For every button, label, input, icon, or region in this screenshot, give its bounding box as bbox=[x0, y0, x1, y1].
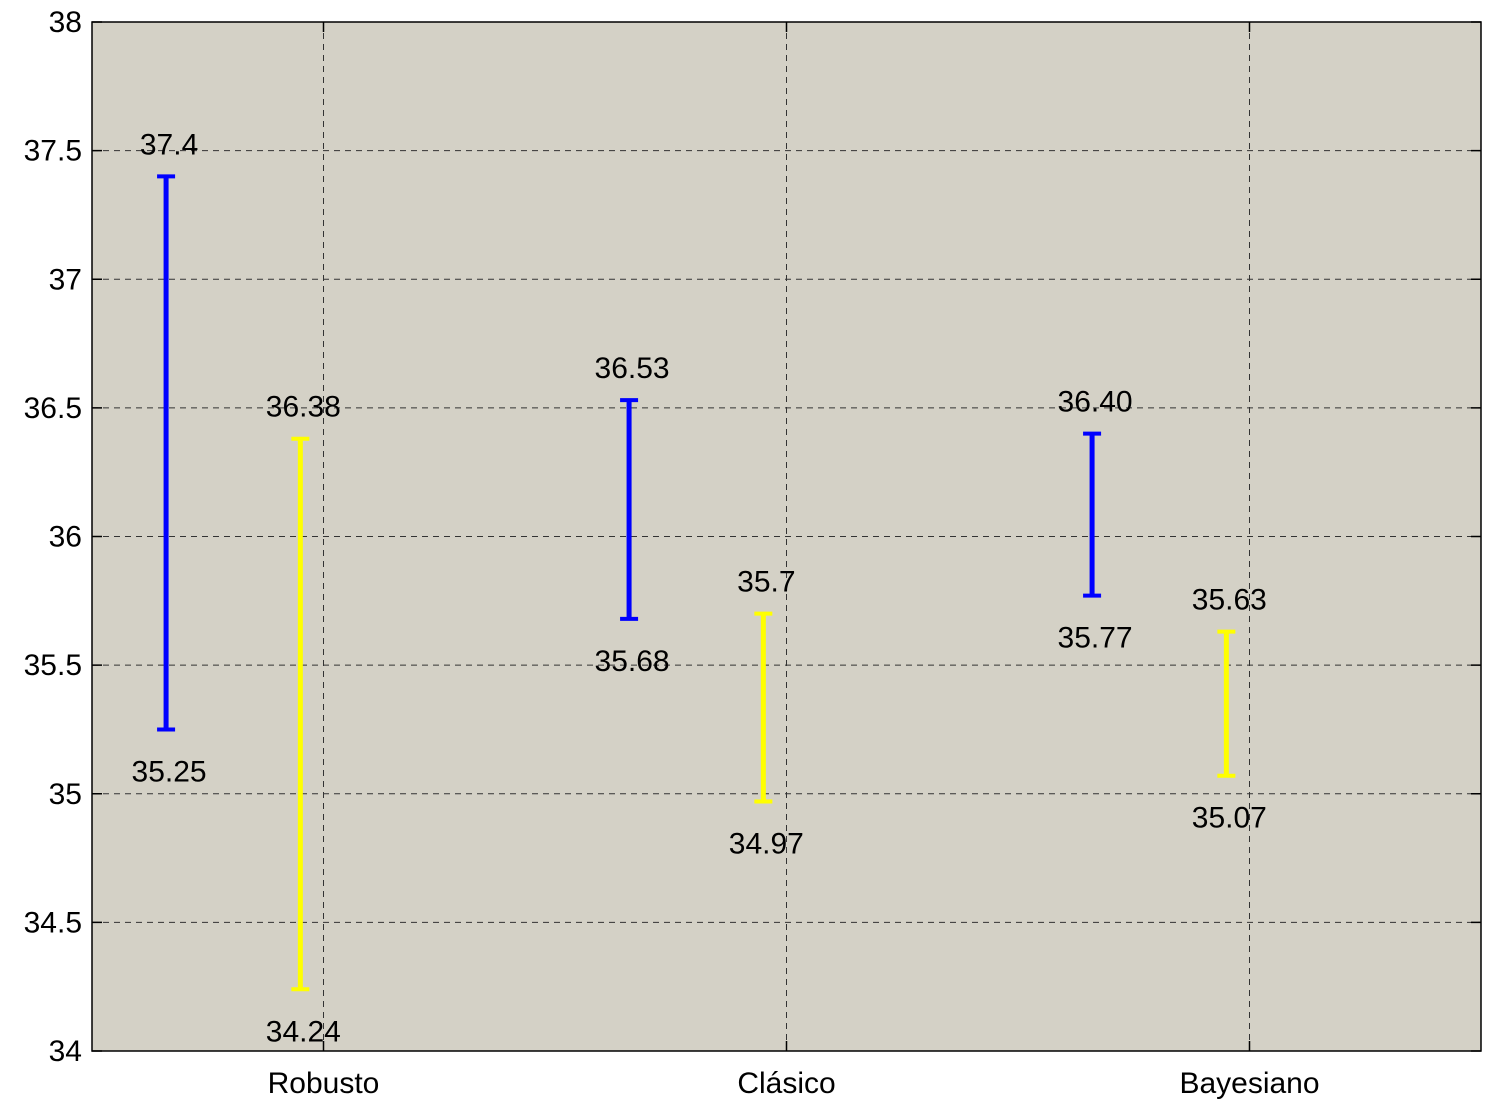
y-tick-label: 36.5 bbox=[24, 392, 82, 425]
interval-high-label: 35.7 bbox=[737, 566, 795, 599]
y-tick-label: 34 bbox=[49, 1035, 82, 1068]
y-tick-label: 34.5 bbox=[24, 906, 82, 939]
interval-low-label: 34.24 bbox=[266, 1015, 341, 1048]
y-axis: 34 34.5 35 35.5 36 36.5 37 37.5 38 bbox=[24, 6, 1481, 1068]
interval-high-label: 36.40 bbox=[1058, 386, 1133, 419]
interval-series bbox=[157, 174, 1236, 992]
interval-high-label: 35.63 bbox=[1192, 584, 1267, 617]
data-labels: 37.4 35.25 36.53 35.68 36.40 35.77 36.38 34.24 3… bbox=[132, 128, 1267, 1048]
grid-lines bbox=[92, 22, 1481, 1051]
interval-high-label: 36.38 bbox=[266, 391, 341, 424]
interval-low-label: 35.77 bbox=[1058, 622, 1133, 655]
y-tick-label: 36 bbox=[49, 521, 82, 554]
x-tick-label: Robusto bbox=[268, 1067, 380, 1100]
x-tick-label: Bayesiano bbox=[1179, 1067, 1319, 1100]
y-tick-label: 35 bbox=[49, 778, 82, 811]
interval-low-label: 35.68 bbox=[595, 645, 670, 678]
y-tick-label: 38 bbox=[49, 6, 82, 39]
interval-low-label: 35.07 bbox=[1192, 802, 1267, 835]
interval-low-label: 34.97 bbox=[729, 827, 804, 860]
x-axis: Robusto Clásico Bayesiano bbox=[268, 22, 1320, 1100]
interval-high-label: 37.4 bbox=[140, 128, 198, 161]
interval-high-label: 36.53 bbox=[595, 352, 670, 385]
interval-low-label: 35.25 bbox=[132, 755, 207, 788]
y-tick-label: 37 bbox=[49, 263, 82, 296]
y-tick-label: 35.5 bbox=[24, 649, 82, 682]
y-tick-label: 37.5 bbox=[24, 135, 82, 168]
x-tick-label: Clásico bbox=[737, 1067, 835, 1100]
